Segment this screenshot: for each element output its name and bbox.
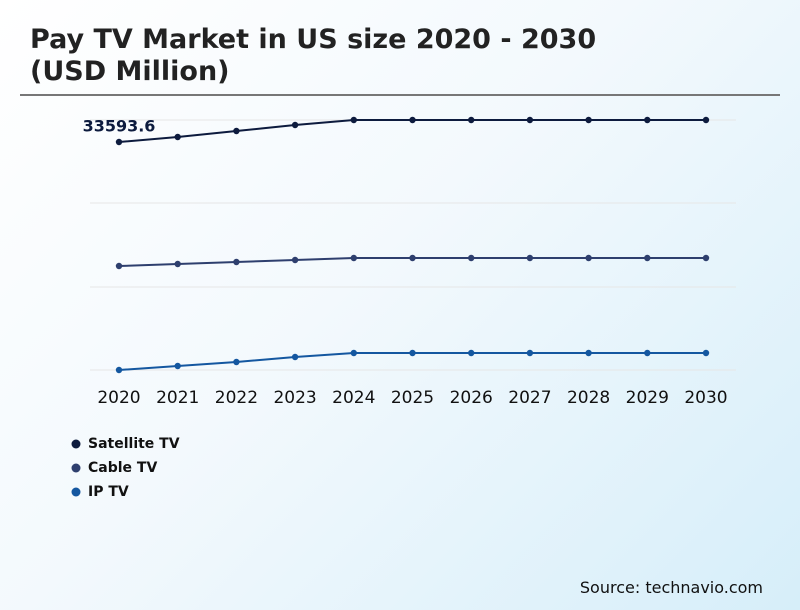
point [174, 260, 181, 268]
point [174, 133, 181, 141]
legend-label: IP TV [88, 484, 129, 500]
point [350, 254, 357, 262]
x-tick-label: 2022 [215, 388, 258, 408]
x-tick-label: 2030 [684, 388, 727, 408]
legend-marker [71, 463, 81, 473]
data-label: 33593.6 [83, 117, 156, 136]
point [350, 349, 357, 357]
point [233, 127, 240, 135]
point [115, 366, 123, 374]
point [409, 349, 416, 357]
point [115, 262, 123, 270]
series-line [118, 119, 706, 144]
point [644, 254, 651, 262]
point [585, 254, 592, 262]
chart-title: Pay TV Market in US size 2020 - 2030 (US… [30, 24, 597, 87]
point [291, 256, 299, 264]
point [174, 362, 181, 370]
x-tick-label: 2026 [450, 388, 493, 408]
x-tick-label: 2023 [273, 388, 316, 408]
point [409, 116, 416, 124]
x-tick-label: 2028 [567, 388, 610, 408]
point [115, 138, 123, 146]
point [526, 349, 534, 357]
point [702, 349, 710, 357]
x-tick-label: 2024 [332, 388, 375, 408]
point [468, 116, 475, 124]
point [468, 349, 475, 357]
point [585, 349, 592, 357]
source: Source: technavio.com [579, 578, 763, 597]
legend-label: Cable TV [88, 460, 157, 476]
point [291, 121, 299, 129]
point [233, 358, 240, 366]
point [585, 116, 592, 124]
title-rule [20, 94, 780, 96]
point [644, 349, 651, 357]
point [702, 116, 710, 124]
legend-label: Satellite TV [88, 436, 180, 452]
x-tick-label: 2021 [156, 388, 199, 408]
point [291, 353, 299, 361]
legend-marker [71, 439, 81, 449]
point [409, 254, 416, 262]
x-tick-label: 2020 [97, 388, 140, 408]
point [526, 254, 534, 262]
point [644, 116, 651, 124]
x-tick-label: 2029 [626, 388, 669, 408]
x-tick-label: 2027 [508, 388, 551, 408]
point [702, 254, 710, 262]
point [526, 116, 534, 124]
x-tick-label: 2025 [391, 388, 434, 408]
point [233, 258, 240, 266]
point [350, 116, 357, 124]
point [468, 254, 475, 262]
legend-marker [71, 487, 81, 497]
